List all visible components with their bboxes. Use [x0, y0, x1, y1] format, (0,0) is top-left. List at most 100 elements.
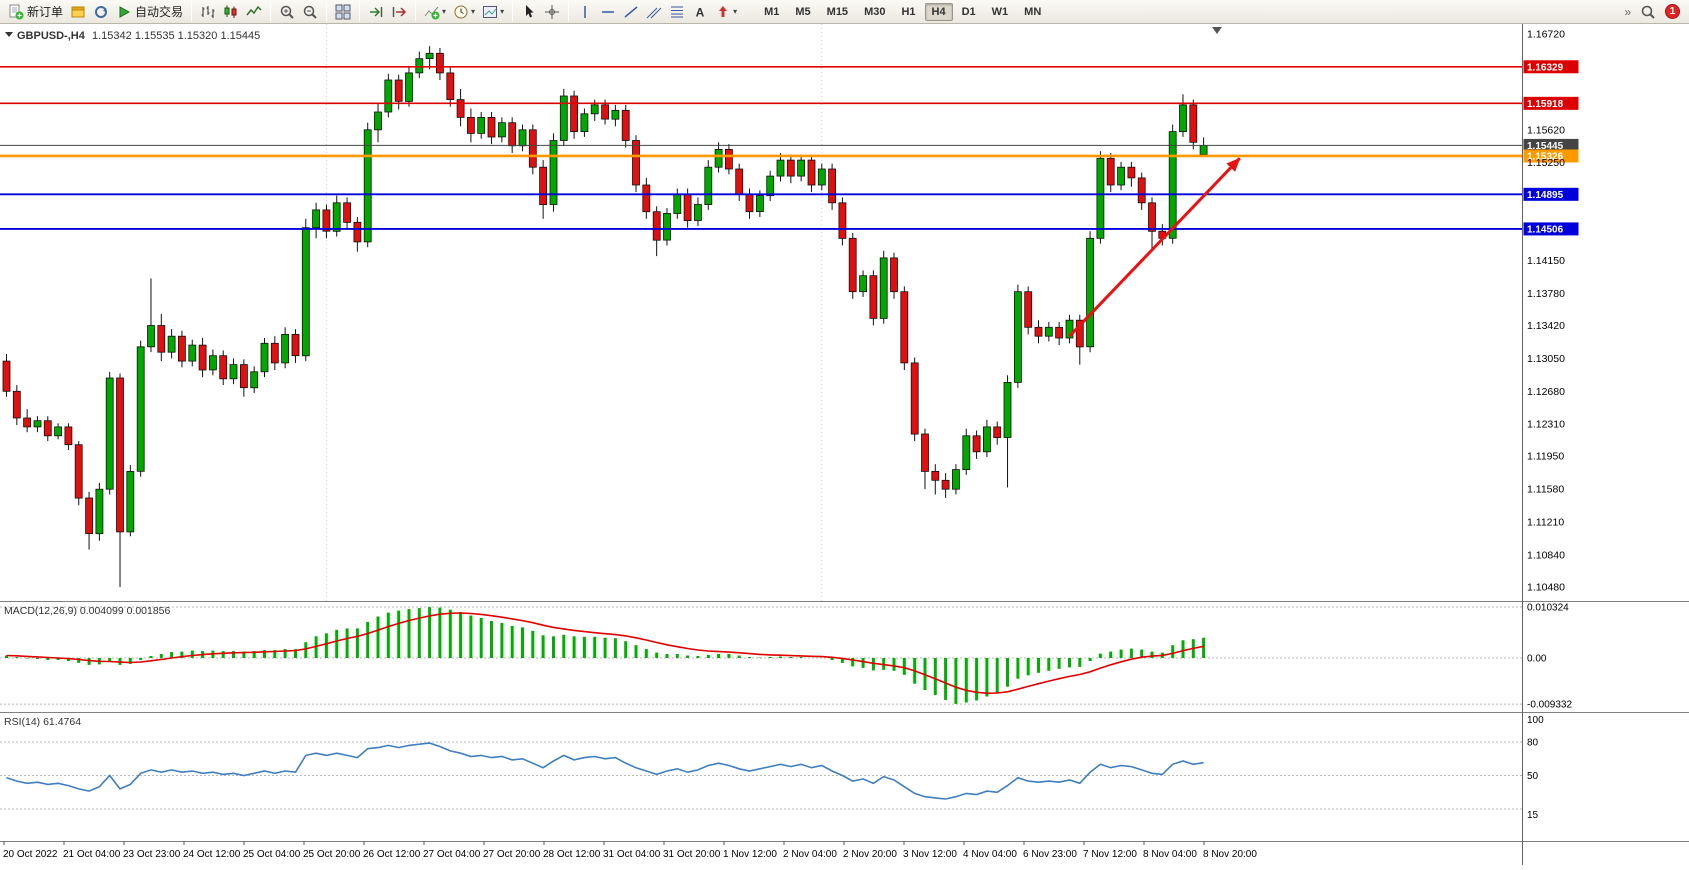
time-axis[interactable]: 20 Oct 2022 21 Oct 04:00 23 Oct 23:00 24 Oc… [3, 841, 1257, 860]
indicators-icon [424, 6, 440, 19]
svg-text:26 Oct 12:00: 26 Oct 12:00 [363, 849, 421, 860]
shift-icon [392, 6, 407, 17]
svg-text:A: A [696, 5, 705, 19]
hline-1.14895[interactable]: 1.14895 [0, 187, 1579, 201]
hline-icon [602, 10, 615, 13]
svg-text:25 Oct 04:00: 25 Oct 04:00 [243, 849, 301, 860]
fibonacci-button[interactable] [666, 1, 688, 22]
svg-text:1.13050: 1.13050 [1527, 353, 1565, 365]
chart-area[interactable]: 1.16329 1.15918 1.15445 1.15326 1.14895 1.145… [0, 24, 1689, 865]
text-button[interactable]: A [689, 1, 711, 22]
cursor-button[interactable] [518, 1, 540, 22]
timeframe-d1-button[interactable]: D1 [961, 5, 976, 18]
timeframe-h4-button[interactable]: H4 [924, 2, 953, 21]
vertical-line-button[interactable] [574, 1, 596, 22]
collapse-ohlc-triangle[interactable] [5, 32, 13, 37]
metaeditor-button[interactable] [67, 1, 89, 22]
autotrading-button[interactable]: 自动交易 [113, 1, 186, 22]
svg-text:1.16720: 1.16720 [1527, 29, 1565, 41]
svg-text:27 Oct 04:00: 27 Oct 04:00 [423, 849, 481, 860]
toolbar-buttons: 新订单 自动交易 ▾ ▾ ▾ A ▾ [5, 1, 740, 22]
periods-button[interactable]: ▾ [450, 1, 478, 22]
auto-scroll-button[interactable] [365, 1, 387, 22]
svg-text:80: 80 [1527, 738, 1539, 749]
new-order-button[interactable]: 新订单 [5, 1, 66, 22]
refresh-button[interactable] [90, 1, 112, 22]
svg-text:31 Oct 20:00: 31 Oct 20:00 [663, 849, 721, 860]
channel-button[interactable] [643, 1, 665, 22]
svg-text:1.15326: 1.15326 [1527, 151, 1564, 162]
svg-text:1.11210: 1.11210 [1527, 517, 1564, 529]
svg-text:2 Nov 20:00: 2 Nov 20:00 [843, 849, 897, 860]
svg-text:24 Oct 12:00: 24 Oct 12:00 [183, 849, 241, 860]
svg-text:2 Nov 04:00: 2 Nov 04:00 [783, 849, 837, 860]
rsi-panel: RSI(14) 61.4764 100 80 50 15 [0, 715, 1544, 821]
candles-icon [224, 5, 237, 18]
timeframe-m5-button[interactable]: M5 [795, 5, 811, 18]
chart-shift-button[interactable] [388, 1, 410, 22]
search-button[interactable] [1637, 1, 1659, 22]
timeframe-m30-button[interactable]: M30 [864, 5, 886, 18]
timeframe-m1-button[interactable]: M1 [764, 5, 780, 18]
horizontal-line-button[interactable] [597, 1, 619, 22]
trend-arrow[interactable] [1068, 157, 1241, 338]
zoom-in-button[interactable] [276, 1, 298, 22]
svg-text:6 Nov 23:00: 6 Nov 23:00 [1023, 849, 1077, 860]
vline-icon [584, 5, 586, 18]
price-scale[interactable]: 1.16720 1.15620 1.15250 1.14150 1.13780 1.134… [1527, 29, 1565, 594]
textA-icon: A [696, 5, 705, 19]
svg-text:1.15620: 1.15620 [1527, 124, 1565, 136]
timeframe-m15-button[interactable]: M15 [826, 5, 849, 18]
timeframe-w1-button[interactable]: W1 [991, 5, 1009, 18]
svg-text:1.15250: 1.15250 [1527, 157, 1565, 169]
macd-panel: MACD(12,26,9) 0.004099 0.001856 0.010324 0… [0, 603, 1572, 711]
bar-chart-button[interactable] [197, 1, 219, 22]
arrows-button[interactable]: ▾ [712, 1, 740, 22]
bars-icon [201, 5, 215, 18]
trendline-button[interactable] [620, 1, 642, 22]
indicators-button[interactable]: ▾ [421, 1, 449, 22]
svg-text:23 Oct 23:00: 23 Oct 23:00 [123, 849, 181, 860]
hline-1.14506[interactable]: 1.14506 [0, 222, 1579, 236]
zoom-out-icon [303, 5, 317, 19]
notification-badge[interactable]: 1 [1665, 4, 1680, 19]
toolbar-overflow-chevron[interactable]: » [1624, 4, 1631, 19]
svg-text:8 Nov 04:00: 8 Nov 04:00 [1143, 849, 1197, 860]
crosshair-button[interactable] [541, 1, 563, 22]
candles [2, 46, 1208, 587]
hline-1.15445[interactable]: 1.15445 [0, 138, 1579, 152]
dropdown-caret-icon: ▾ [733, 7, 738, 16]
timeframe-h1-button[interactable]: H1 [901, 5, 916, 18]
dropdown-caret-icon: ▾ [500, 7, 505, 16]
svg-text:1.12310: 1.12310 [1527, 419, 1565, 431]
autoscroll-icon [370, 6, 383, 17]
rsi-label: RSI(14) 61.4764 [4, 716, 81, 728]
cursor-icon [526, 4, 534, 17]
timeframe-mn-button[interactable]: MN [1024, 5, 1042, 18]
svg-text:1.11950: 1.11950 [1527, 451, 1564, 463]
dropdown-caret-icon: ▾ [442, 7, 447, 16]
svg-text:4 Nov 04:00: 4 Nov 04:00 [963, 849, 1017, 860]
candlestick-chart-button[interactable] [220, 1, 242, 22]
svg-text:1.13780: 1.13780 [1527, 288, 1565, 300]
macd-label: MACD(12,26,9) 0.004099 0.001856 [4, 605, 171, 617]
templates-button[interactable]: ▾ [479, 1, 507, 22]
crosshair-icon [545, 4, 560, 19]
chart-shift-marker[interactable] [1212, 27, 1222, 34]
hline-1.16329[interactable]: 1.16329 [0, 60, 1579, 74]
zoom-in-icon [280, 5, 294, 19]
line-chart-button[interactable] [243, 1, 265, 22]
svg-text:1 Nov 12:00: 1 Nov 12:00 [723, 849, 777, 860]
hline-1.15918[interactable]: 1.15918 [0, 96, 1579, 110]
new-chart-button[interactable] [332, 1, 354, 22]
chart-background [0, 24, 1689, 865]
zoom-out-button[interactable] [299, 1, 321, 22]
svg-text:1.10840: 1.10840 [1527, 550, 1565, 562]
svg-text:1.14506: 1.14506 [1527, 224, 1564, 235]
fibo-icon [671, 6, 684, 17]
svg-text:20 Oct 2022: 20 Oct 2022 [3, 849, 58, 860]
hline-1.15326[interactable]: 1.15326 [0, 149, 1579, 163]
svg-text:7 Nov 12:00: 7 Nov 12:00 [1083, 849, 1137, 860]
svg-text:3 Nov 12:00: 3 Nov 12:00 [903, 849, 957, 860]
